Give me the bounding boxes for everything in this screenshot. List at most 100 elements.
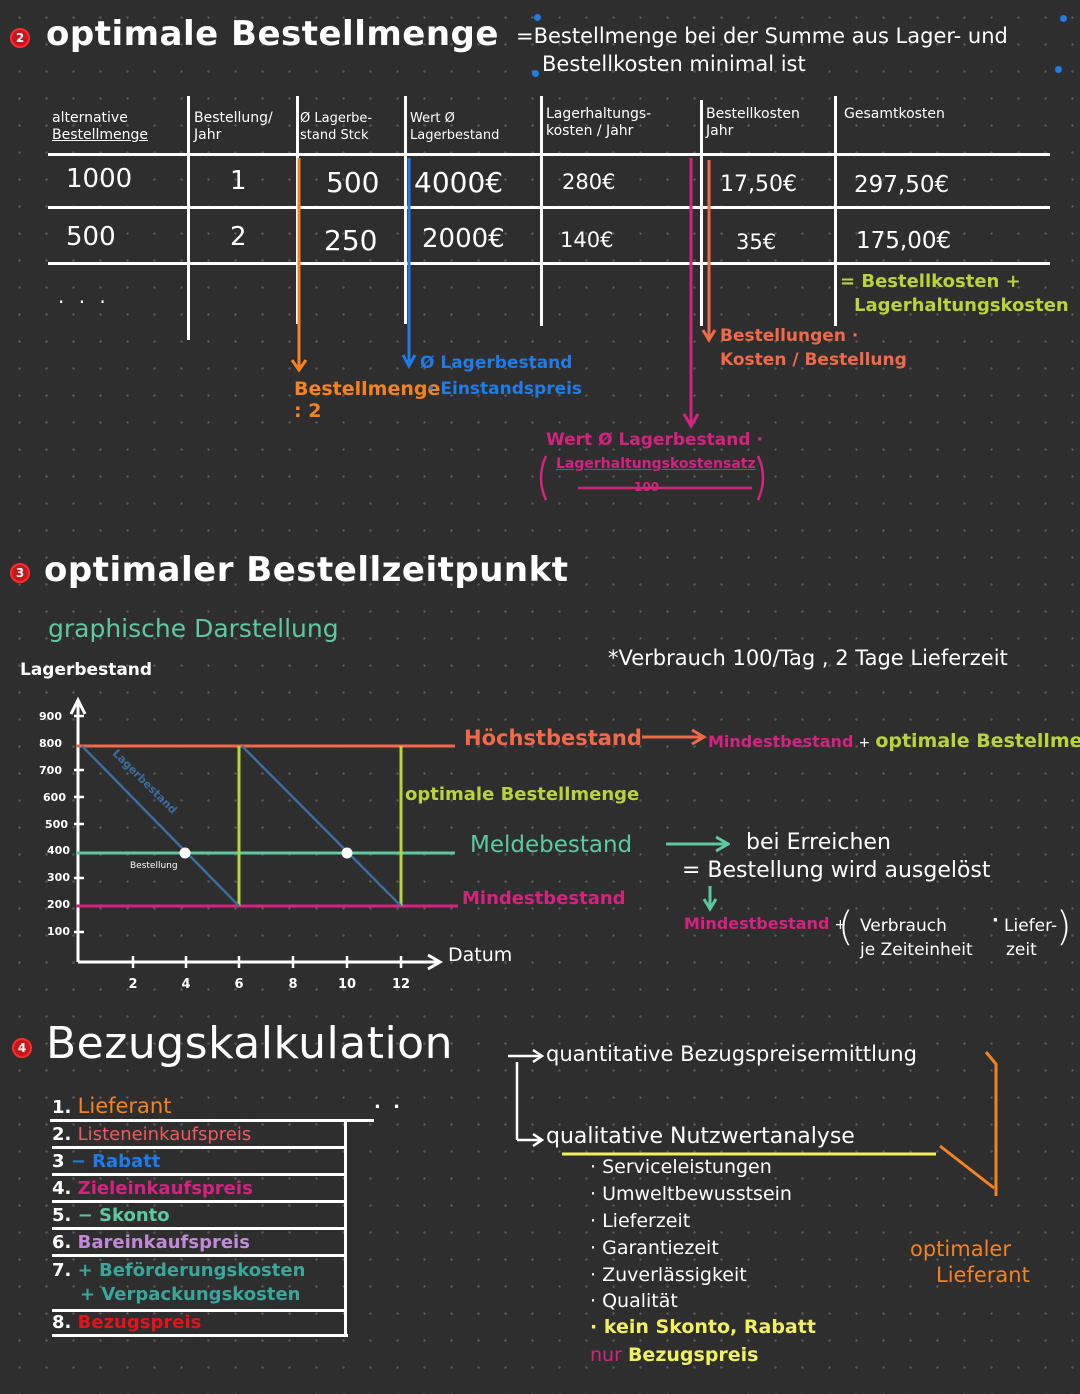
svg-text:600: 600 xyxy=(43,791,66,804)
inventory-chart: 900 800 700 600 500 400 300 200 100 2 4 … xyxy=(39,696,458,992)
formula-verbrauch: Verbrauch je Zeiteinheit xyxy=(860,916,973,960)
section-title: optimaler Bestellzeitpunkt xyxy=(44,550,569,590)
list-divider xyxy=(52,1254,344,1257)
criteria-item: · Zuverlässigkeit xyxy=(590,1264,747,1286)
list-item: 2. Listeneinkaufspreis xyxy=(52,1124,252,1145)
header-bestellkosten: Bestellkosten Jahr xyxy=(706,106,800,139)
explanation-arrows xyxy=(642,728,730,912)
table-column-divider xyxy=(700,100,703,326)
selection-handle xyxy=(1055,66,1062,73)
table-cell: 500 xyxy=(66,222,116,252)
table-cell: 35€ xyxy=(736,230,777,254)
svg-text:4: 4 xyxy=(181,977,190,992)
list-item: 5. − Skonto xyxy=(52,1205,170,1226)
svg-text:Bestellung: Bestellung xyxy=(130,861,178,871)
table-cell: 2 xyxy=(230,222,247,252)
branch-arrows xyxy=(508,1048,998,1196)
svg-text:400: 400 xyxy=(47,844,70,857)
svg-text:700: 700 xyxy=(39,764,62,777)
criteria-item: · Umweltbewusstsein xyxy=(590,1183,792,1205)
header-lagerhaltungskosten: Lagerhaltungs-kosten / Jahr xyxy=(546,106,652,139)
meldebestand-formula: Mindestbestand + xyxy=(684,914,847,933)
svg-text:300: 300 xyxy=(47,871,70,884)
section-number-badge: 3 xyxy=(10,563,30,583)
svg-text:10: 10 xyxy=(338,977,356,992)
chart-xlabel: Datum xyxy=(448,944,513,966)
paren-open: ( xyxy=(838,904,854,950)
criteria-item: · Garantiezeit xyxy=(590,1237,719,1259)
section-number-badge: 2 xyxy=(10,28,30,48)
criteria-item: · Lieferzeit xyxy=(590,1210,691,1232)
criteria-extra: nur Bezugspreis xyxy=(590,1344,759,1366)
table-cell: 1000 xyxy=(66,164,133,194)
section-subtitle: graphische Darstellung xyxy=(48,614,339,643)
svg-text:12: 12 xyxy=(392,977,410,992)
label-mindestbestand: Mindestbestand xyxy=(462,888,626,909)
paren-close: ) xyxy=(1056,904,1072,950)
section-title: Bezugskalkulation xyxy=(46,1018,453,1069)
label-optimale-bestellmenge: optimale Bestellmenge xyxy=(405,784,640,805)
list-item: 1. Lieferant xyxy=(52,1094,172,1118)
header-alternative-bestellmenge: alternative Bestellmenge xyxy=(52,110,149,143)
definition-line-1: =Bestellmenge bei der Summe aus Lager- u… xyxy=(516,24,1008,48)
gesamtkosten-formula: = Bestellkosten + Lagerhaltungskosten xyxy=(840,271,1069,316)
assumption-note: *Verbrauch 100/Tag , 2 Tage Lieferzeit xyxy=(608,646,1008,670)
list-item: 3 − Rabatt xyxy=(52,1151,161,1172)
list-divider xyxy=(52,1200,344,1203)
optimal-supplier-result: optimaler Lieferant xyxy=(910,1237,1030,1287)
lagerhaltungskosten-formula: Wert Ø Lagerbestand · Lagerhaltungskoste… xyxy=(546,430,763,494)
quantitative-label: quantitative Bezugspreisermittlung xyxy=(546,1042,917,1066)
list-border xyxy=(344,1119,347,1337)
formula-arrows xyxy=(290,158,765,501)
label-hoechstbestand: Höchstbestand xyxy=(464,726,642,750)
list-divider xyxy=(52,1309,344,1312)
svg-text:8: 8 xyxy=(288,977,297,992)
list-divider xyxy=(52,1146,344,1149)
dots: . . xyxy=(374,1092,403,1113)
lagerbestand-formula: Bestellmenge : 2 xyxy=(294,378,441,422)
table-column-divider xyxy=(404,96,407,324)
table-cell: 280€ xyxy=(562,170,616,194)
selection-handle xyxy=(532,70,539,77)
table-ellipsis: . . . xyxy=(58,284,110,308)
multiply-dot: · xyxy=(992,910,999,931)
list-item: 7. + Beförderungskosten + Verpackungskos… xyxy=(52,1260,306,1305)
svg-text:900: 900 xyxy=(39,710,62,723)
header-bestellung-jahr: Bestellung/Jahr xyxy=(194,110,273,143)
label-meldebestand: Meldebestand xyxy=(470,832,633,858)
table-divider xyxy=(48,206,1050,209)
table-cell: 2000€ xyxy=(422,224,505,254)
meldebestand-explain-line1: bei Erreichen xyxy=(746,830,891,855)
header-gesamtkosten: Gesamtkosten xyxy=(844,106,945,122)
wert-lagerbestand-formula: Ø Lagerbestand · Einstandspreis xyxy=(420,353,583,399)
svg-text:200: 200 xyxy=(47,898,70,911)
qualitative-label: qualitative Nutzwertanalyse xyxy=(546,1124,855,1149)
svg-text:Lagerbestand: Lagerbestand xyxy=(110,747,180,817)
section-number-badge: 4 xyxy=(12,1038,32,1058)
table-divider xyxy=(48,262,1050,265)
chart-ylabel: Lagerbestand xyxy=(20,660,153,680)
list-item: 8. Bezugspreis xyxy=(52,1312,202,1333)
svg-text:6: 6 xyxy=(234,977,243,992)
table-cell: 1 xyxy=(230,166,247,196)
svg-text:500: 500 xyxy=(45,818,68,831)
svg-text:800: 800 xyxy=(39,737,62,750)
criteria-item: · Qualität xyxy=(590,1290,678,1312)
list-divider xyxy=(52,1334,348,1337)
section-title: optimale Bestellmenge xyxy=(46,14,499,54)
svg-text:2: 2 xyxy=(128,977,137,992)
definition-line-2: Bestellkosten minimal ist xyxy=(542,52,806,76)
meldebestand-explain-line2: = Bestellung wird ausgelöst xyxy=(682,858,991,883)
table-column-divider xyxy=(540,96,543,326)
table-cell: 140€ xyxy=(560,228,614,252)
list-item: 6. Bareinkaufspreis xyxy=(52,1232,250,1253)
list-divider xyxy=(50,1119,374,1122)
selection-handle xyxy=(534,14,541,21)
table-cell: 17,50€ xyxy=(720,172,797,197)
table-divider xyxy=(48,153,1050,156)
bestellkosten-formula: Bestellungen · Kosten / Bestellung xyxy=(720,326,907,370)
hoechstbestand-explanation: Mindestbestand + optimale Bestellmenge xyxy=(708,730,1080,752)
svg-text:100: 100 xyxy=(47,925,70,938)
table-column-divider xyxy=(834,96,837,326)
list-divider xyxy=(52,1227,344,1230)
